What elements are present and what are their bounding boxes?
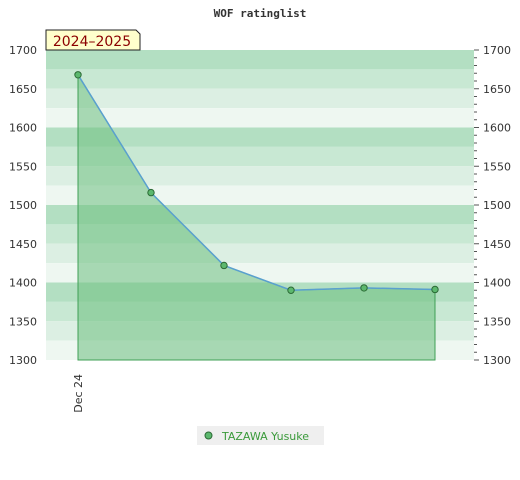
data-point (431, 285, 439, 294)
y-tick-label: 1350 (9, 315, 37, 328)
rating-line (77, 74, 436, 292)
chart-title: WOF ratinglist (214, 7, 307, 20)
y-tick-label-right: 1300 (483, 354, 511, 367)
data-point (287, 286, 295, 294)
y-tick-label-right: 1500 (483, 199, 511, 212)
y-tick-label-right: 1350 (483, 315, 511, 328)
legend-series-label: TAZAWA Yusuke (221, 430, 309, 443)
grid-band (46, 69, 474, 89)
y-tick-label-right: 1400 (483, 277, 511, 290)
grid-band (46, 50, 474, 70)
season-badge-label: 2024–2025 (53, 34, 131, 50)
y-tick-label-right: 1600 (483, 122, 511, 135)
y-tick-label-right: 1550 (483, 160, 511, 173)
data-point (360, 284, 368, 292)
grid-band (46, 146, 474, 167)
x-tick-label: Dec 24 (72, 374, 85, 413)
rating-markers (74, 71, 439, 294)
y-tick-label: 1600 (9, 122, 37, 135)
right-y-axis: 1300 1350 1400 1450 1500 1550 1600 1650 1700 (474, 44, 511, 367)
y-tick-label: 1550 (9, 160, 37, 173)
y-tick-label-right: 1450 (483, 238, 511, 251)
grid-band (46, 166, 474, 186)
grid-band (46, 127, 474, 147)
grid-band (46, 88, 474, 109)
y-tick-label-right: 1650 (483, 83, 511, 96)
y-tick-label: 1450 (9, 238, 37, 251)
y-tick-label: 1400 (9, 277, 37, 290)
y-tick-label: 1700 (9, 44, 37, 57)
left-y-axis: 1300 1350 1400 1450 1500 1550 1600 1650 1700 (9, 44, 37, 367)
y-tick-label: 1650 (9, 83, 37, 96)
grid-band (46, 108, 474, 128)
series-line (77, 74, 436, 292)
y-tick-label: 1300 (9, 354, 37, 367)
data-point (220, 261, 228, 270)
x-axis: Dec 24 (72, 374, 85, 413)
legend-marker-icon (204, 431, 213, 440)
season-badge: 2024–2025 (45, 29, 141, 51)
data-point (147, 188, 155, 197)
legend[interactable]: TAZAWA Yusuke (197, 426, 324, 445)
y-tick-label: 1500 (9, 199, 37, 212)
y-tick-label-right: 1700 (483, 44, 511, 57)
data-point (74, 71, 82, 79)
